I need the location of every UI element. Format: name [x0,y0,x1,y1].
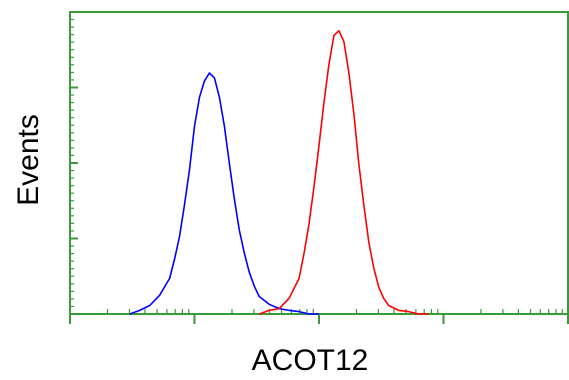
axis-ticks [69,11,569,324]
y-axis-label: Events [12,114,45,206]
series-lines [129,29,429,315]
series-line-2 [258,29,429,315]
x-axis-label: ACOT12 [252,344,369,377]
series-line-1 [129,72,319,315]
